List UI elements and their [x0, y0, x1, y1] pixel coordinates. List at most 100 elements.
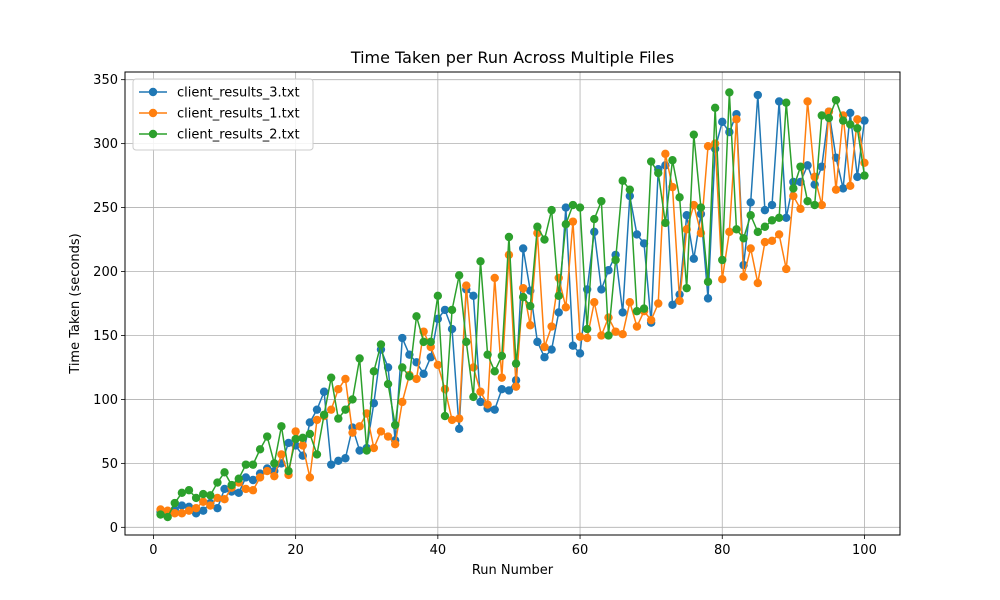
data-point — [305, 418, 315, 427]
data-point — [291, 427, 300, 436]
x-tick-label: 0 — [149, 543, 157, 558]
data-point — [703, 141, 713, 151]
data-point — [248, 460, 258, 469]
data-point — [568, 217, 578, 226]
data-point — [405, 372, 414, 381]
x-tick-label: 100 — [852, 543, 877, 558]
data-point — [753, 227, 762, 237]
data-point — [462, 337, 471, 347]
data-point — [753, 278, 762, 288]
data-point — [853, 115, 862, 124]
data-point — [213, 503, 222, 513]
data-point — [469, 291, 478, 301]
data-point — [853, 124, 862, 133]
data-point — [611, 255, 620, 265]
y-tick-label: 100 — [93, 393, 118, 408]
data-point — [718, 275, 727, 284]
data-point — [675, 193, 684, 202]
legend-marker — [148, 108, 158, 118]
legend-label: client_results_2.txt — [177, 128, 300, 143]
y-tick-label: 150 — [93, 329, 118, 344]
data-point — [597, 196, 606, 206]
data-point — [312, 450, 322, 459]
data-point — [298, 433, 307, 442]
data-point — [227, 480, 236, 490]
data-point — [838, 184, 848, 193]
data-point — [810, 200, 819, 210]
data-point — [241, 473, 251, 482]
data-point — [689, 130, 699, 139]
data-point — [398, 363, 407, 372]
data-point — [554, 291, 563, 301]
data-point — [760, 222, 770, 231]
data-point — [369, 443, 379, 453]
data-point — [263, 466, 272, 476]
y-tick-label: 50 — [101, 457, 118, 472]
data-point — [518, 283, 528, 293]
data-point — [767, 216, 777, 225]
data-point — [504, 250, 514, 260]
legend-marker — [148, 129, 158, 139]
data-point — [746, 211, 755, 220]
data-point — [284, 438, 293, 448]
data-point — [234, 474, 243, 483]
data-point — [639, 304, 649, 313]
data-point — [526, 301, 535, 311]
data-point — [177, 509, 187, 518]
data-point — [803, 161, 812, 170]
data-point — [518, 292, 528, 302]
data-point — [846, 120, 855, 129]
legend-entry: client_results_2.txt — [139, 128, 300, 143]
data-point — [291, 434, 300, 444]
data-point — [753, 90, 762, 100]
data-point — [426, 337, 435, 347]
data-point — [419, 369, 428, 379]
data-point — [789, 184, 798, 193]
data-point — [582, 333, 592, 343]
data-point — [689, 254, 699, 263]
data-point — [199, 506, 208, 515]
data-point — [504, 386, 514, 395]
data-point — [597, 285, 606, 294]
data-point — [412, 374, 421, 384]
data-point — [177, 501, 187, 510]
data-point — [760, 237, 770, 247]
legend-entry: client_results_3.txt — [139, 86, 300, 101]
data-point — [462, 281, 471, 290]
data-point — [234, 488, 243, 497]
data-point — [725, 227, 734, 237]
data-point — [575, 349, 585, 358]
plot-frame — [124, 71, 901, 536]
data-point — [248, 486, 258, 495]
data-point — [732, 225, 741, 234]
data-point — [220, 468, 229, 477]
data-point — [554, 273, 563, 283]
data-point — [334, 456, 343, 466]
data-point — [703, 277, 713, 286]
data-point — [298, 441, 307, 450]
data-point — [696, 203, 706, 212]
data-point — [263, 432, 272, 441]
data-point — [483, 350, 492, 359]
legend-label: client_results_1.txt — [177, 107, 300, 122]
y-tick-label: 200 — [93, 265, 118, 280]
data-point — [199, 489, 208, 499]
data-point — [803, 196, 812, 206]
data-point — [319, 410, 329, 419]
data-point — [774, 97, 784, 106]
data-point — [490, 405, 499, 414]
data-point — [497, 351, 507, 361]
data-point — [632, 322, 642, 331]
data-point — [846, 108, 855, 118]
data-point — [504, 232, 514, 242]
series-layer — [156, 88, 869, 522]
data-point — [632, 306, 642, 316]
data-point — [177, 488, 187, 497]
data-point — [490, 273, 499, 283]
data-point — [511, 382, 521, 391]
data-point — [355, 354, 364, 363]
data-point — [561, 220, 571, 229]
data-point — [184, 486, 194, 495]
data-point — [625, 298, 635, 307]
data-point — [213, 478, 222, 487]
